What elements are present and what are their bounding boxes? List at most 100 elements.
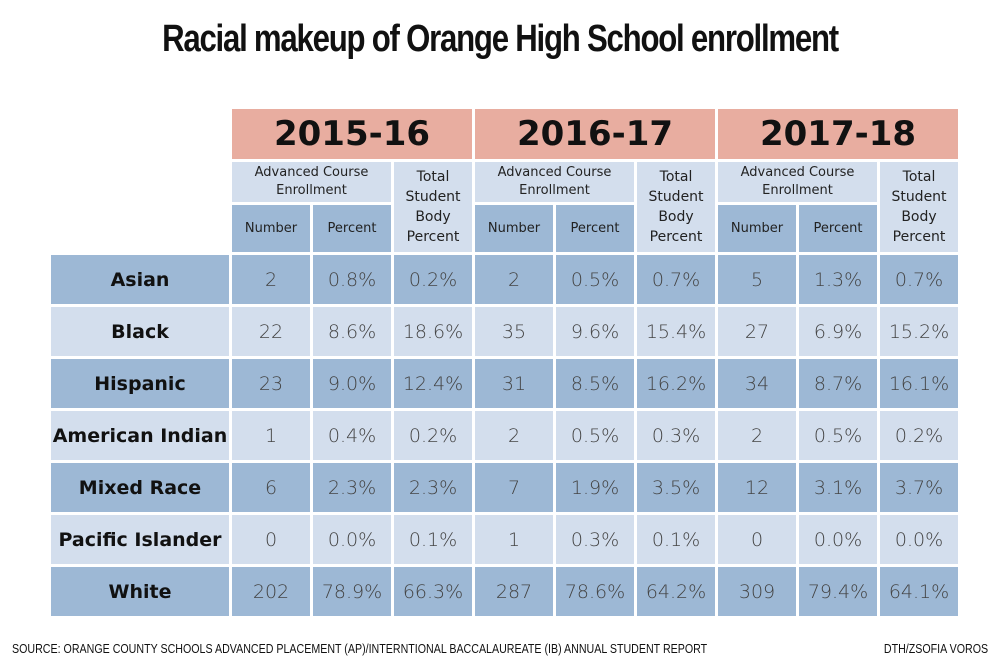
total-student-body-label-line4: Percent <box>649 229 703 245</box>
total-student-body-label-line3: Body <box>415 209 451 225</box>
advanced-course-header: Advanced Course Enrollment <box>718 162 877 202</box>
total-percent-cell: 0.7% <box>880 255 958 304</box>
percent-cell: 9.0% <box>313 359 391 408</box>
percent-cell: 78.6% <box>556 567 634 616</box>
advanced-course-label-line2: Enrollment <box>762 183 833 198</box>
advanced-course-label-line1: Advanced Course <box>740 165 855 180</box>
row-label: American Indian <box>51 411 229 460</box>
percent-cell: 6.9% <box>799 307 877 356</box>
number-cell: 1 <box>475 515 553 564</box>
number-cell: 5 <box>718 255 796 304</box>
total-student-body-label-line4: Percent <box>406 229 460 245</box>
number-cell: 12 <box>718 463 796 512</box>
year-header: 2016-17 <box>475 109 715 159</box>
advanced-course-label-line2: Enrollment <box>519 183 590 198</box>
percent-cell: 0.0% <box>313 515 391 564</box>
percent-cell: 0.5% <box>556 411 634 460</box>
percent-cell: 79.4% <box>799 567 877 616</box>
total-percent-cell: 0.2% <box>394 411 472 460</box>
table-row: Pacific Islander 0 0.0% 0.1% 1 0.3% 0.1% 0 0.0% 0… <box>51 515 958 564</box>
percent-cell: 1.9% <box>556 463 634 512</box>
total-student-body-label-line1: Total <box>659 169 693 185</box>
number-cell: 31 <box>475 359 553 408</box>
total-student-body-header: Total Student Body Percent <box>880 162 958 252</box>
row-label: White <box>51 567 229 616</box>
total-percent-cell: 15.2% <box>880 307 958 356</box>
percent-header: Percent <box>313 205 391 252</box>
total-student-body-label-line4: Percent <box>892 229 946 245</box>
percent-cell: 9.6% <box>556 307 634 356</box>
number-cell: 1 <box>232 411 310 460</box>
percent-cell: 1.3% <box>799 255 877 304</box>
total-percent-cell: 15.4% <box>637 307 715 356</box>
number-cell: 0 <box>232 515 310 564</box>
total-percent-cell: 3.5% <box>637 463 715 512</box>
advanced-course-label-line2: Enrollment <box>276 183 347 198</box>
number-cell: 34 <box>718 359 796 408</box>
enrollment-table: 2015-16 2016-17 2017-18 Advanced Course E… <box>48 106 961 619</box>
total-student-body-label-line3: Body <box>658 209 694 225</box>
number-header: Number <box>232 205 310 252</box>
total-percent-cell: 0.1% <box>637 515 715 564</box>
number-cell: 2 <box>232 255 310 304</box>
number-cell: 27 <box>718 307 796 356</box>
credit: DTH/ZSOFIA VOROS <box>883 641 988 656</box>
total-percent-cell: 2.3% <box>394 463 472 512</box>
advanced-course-header: Advanced Course Enrollment <box>475 162 634 202</box>
total-percent-cell: 64.1% <box>880 567 958 616</box>
row-label: Black <box>51 307 229 356</box>
row-label: Asian <box>51 255 229 304</box>
number-cell: 23 <box>232 359 310 408</box>
table-row: Mixed Race 6 2.3% 2.3% 7 1.9% 3.5% 12 3.1% 3.7% <box>51 463 958 512</box>
percent-cell: 78.9% <box>313 567 391 616</box>
percent-cell: 0.3% <box>556 515 634 564</box>
total-percent-cell: 0.0% <box>880 515 958 564</box>
percent-cell: 8.6% <box>313 307 391 356</box>
total-percent-cell: 12.4% <box>394 359 472 408</box>
percent-cell: 0.5% <box>799 411 877 460</box>
table-row: American Indian 1 0.4% 0.2% 2 0.5% 0.3% 2 0.5% 0.… <box>51 411 958 460</box>
total-student-body-label-line2: Student <box>891 189 947 205</box>
percent-cell: 0.5% <box>556 255 634 304</box>
percent-cell: 0.8% <box>313 255 391 304</box>
total-percent-cell: 0.3% <box>637 411 715 460</box>
number-cell: 2 <box>475 255 553 304</box>
advanced-course-label-line1: Advanced Course <box>254 165 369 180</box>
number-cell: 202 <box>232 567 310 616</box>
percent-cell: 3.1% <box>799 463 877 512</box>
total-student-body-label-line1: Total <box>902 169 936 185</box>
total-percent-cell: 16.1% <box>880 359 958 408</box>
total-percent-cell: 66.3% <box>394 567 472 616</box>
total-percent-cell: 3.7% <box>880 463 958 512</box>
number-cell: 7 <box>475 463 553 512</box>
percent-cell: 8.5% <box>556 359 634 408</box>
total-percent-cell: 16.2% <box>637 359 715 408</box>
row-label: Mixed Race <box>51 463 229 512</box>
advanced-course-header: Advanced Course Enrollment <box>232 162 391 202</box>
source-note: SOURCE: ORANGE COUNTY SCHOOLS ADVANCED P… <box>12 641 708 656</box>
row-label: Pacific Islander <box>51 515 229 564</box>
number-cell: 22 <box>232 307 310 356</box>
total-student-body-header: Total Student Body Percent <box>394 162 472 252</box>
page-title: Racial makeup of Orange High School enro… <box>162 18 839 60</box>
number-cell: 2 <box>475 411 553 460</box>
number-cell: 309 <box>718 567 796 616</box>
table-row: White 202 78.9% 66.3% 287 78.6% 64.2% 309 79.4% 6… <box>51 567 958 616</box>
percent-cell: 0.4% <box>313 411 391 460</box>
number-header: Number <box>718 205 796 252</box>
subheader-row-1: Advanced Course Enrollment Total Student Bod… <box>51 162 958 252</box>
row-label: Hispanic <box>51 359 229 408</box>
total-percent-cell: 18.6% <box>394 307 472 356</box>
table-row: Black 22 8.6% 18.6% 35 9.6% 15.4% 27 6.9% 15.2% <box>51 307 958 356</box>
blank-corner <box>51 109 229 159</box>
blank-corner <box>51 162 229 252</box>
percent-cell: 2.3% <box>313 463 391 512</box>
total-student-body-label-line3: Body <box>901 209 937 225</box>
year-header: 2017-18 <box>718 109 958 159</box>
percent-header: Percent <box>556 205 634 252</box>
number-cell: 6 <box>232 463 310 512</box>
year-header: 2015-16 <box>232 109 472 159</box>
table-row: Hispanic 23 9.0% 12.4% 31 8.5% 16.2% 34 8.7% 16.1… <box>51 359 958 408</box>
number-cell: 0 <box>718 515 796 564</box>
table-row: Asian 2 0.8% 0.2% 2 0.5% 0.7% 5 1.3% 0.7% <box>51 255 958 304</box>
